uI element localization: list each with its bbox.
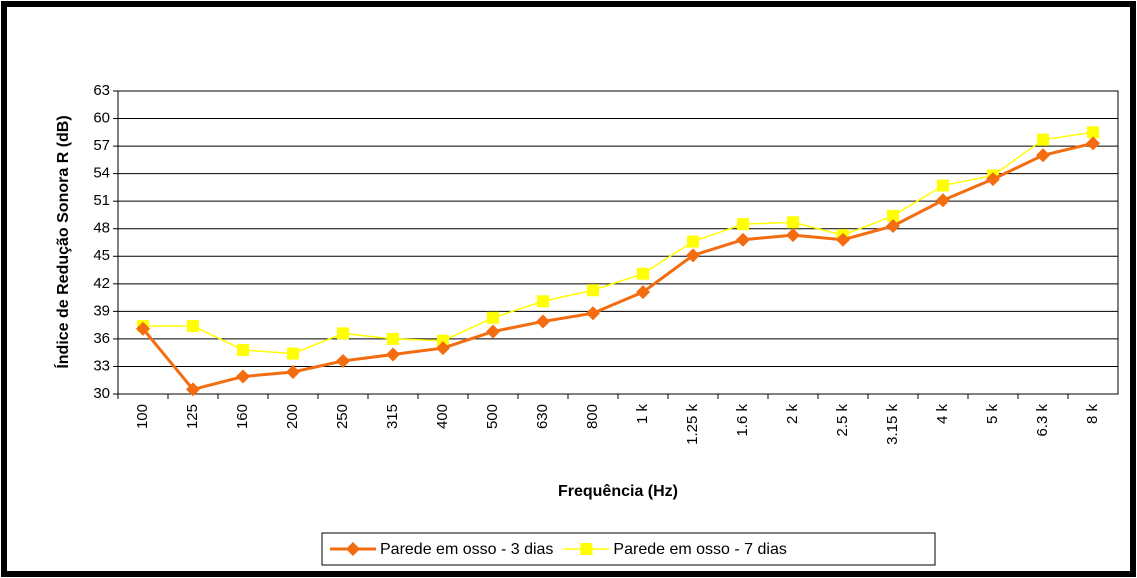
data-point (287, 347, 299, 360)
data-point (237, 343, 249, 356)
data-point (736, 232, 750, 247)
x-axis-title: Frequência (Hz) (558, 483, 678, 500)
x-tick-label: 800 (584, 404, 601, 429)
data-point (787, 216, 799, 229)
data-point (187, 320, 199, 333)
data-point (1037, 133, 1049, 146)
y-axis-title: Índice de Redução Sonora R (dB) (53, 115, 72, 368)
x-tick-label: 630 (534, 404, 551, 429)
x-tick-label: 2 k (784, 404, 801, 425)
x-tick-label: 500 (484, 404, 501, 429)
x-tick-label: 1 k (634, 404, 651, 425)
legend-marker (346, 542, 360, 556)
data-point (636, 285, 650, 300)
legend-box (321, 532, 936, 566)
y-tick-label: 45 (93, 247, 110, 264)
x-tick-label: 3.15 k (884, 404, 901, 445)
data-point (637, 267, 649, 280)
y-tick-label: 42 (93, 275, 110, 292)
x-tick-label: 125 (184, 404, 201, 429)
data-point (687, 235, 699, 248)
y-tick-label: 60 (93, 110, 110, 127)
y-tick-label: 33 (93, 357, 110, 374)
x-tick-label: 6.3 k (1034, 404, 1051, 437)
data-point (436, 341, 450, 356)
y-tick-label: 57 (93, 137, 110, 154)
data-point (537, 295, 549, 308)
y-tick-label: 51 (93, 192, 110, 209)
x-tick-label: 1.25 k (684, 404, 701, 445)
data-point (386, 347, 400, 362)
x-tick-label: 5 k (984, 404, 1001, 425)
data-point (286, 364, 300, 379)
series-line (141, 141, 1094, 392)
y-tick-label: 36 (93, 330, 110, 347)
y-tick-label: 30 (93, 385, 110, 402)
data-point (586, 306, 600, 321)
data-point (387, 332, 399, 345)
x-tick-label: 8 k (1084, 404, 1101, 425)
legend-marker (580, 543, 593, 555)
x-tick-label: 4 k (934, 404, 951, 425)
data-point (1086, 136, 1100, 151)
x-tick-label: 250 (334, 404, 351, 429)
data-point (336, 353, 350, 368)
data-point (937, 179, 949, 192)
series-line (143, 131, 1094, 355)
x-tick-label: 160 (234, 404, 251, 429)
data-point (437, 334, 449, 347)
y-tick-label: 48 (93, 220, 110, 237)
data-point (536, 314, 550, 329)
x-tick-label: 2.5 k (834, 404, 851, 437)
x-tick-label: 1.6 k (734, 404, 751, 437)
data-point (136, 321, 150, 336)
y-tick-label: 54 (93, 165, 110, 182)
data-point (887, 209, 899, 222)
data-point (186, 382, 200, 397)
x-tick-label: 315 (384, 404, 401, 429)
data-point (786, 228, 800, 243)
data-point (587, 284, 599, 297)
data-point (737, 218, 749, 231)
data-point (1036, 148, 1050, 163)
data-point (486, 324, 500, 339)
data-point (686, 248, 700, 263)
y-tick-label: 63 (93, 82, 110, 99)
data-point (986, 172, 1000, 187)
data-point (886, 218, 900, 233)
legend-label: Parede em osso - 7 dias (613, 541, 786, 558)
x-tick-label: 200 (284, 404, 301, 429)
data-point (236, 369, 250, 384)
data-point (936, 193, 950, 208)
data-point (836, 232, 850, 247)
x-tick-label: 100 (134, 404, 151, 429)
data-point (487, 311, 499, 324)
data-point (337, 327, 349, 340)
x-tick-label: 400 (434, 404, 451, 429)
data-point (1087, 126, 1099, 139)
y-tick-label: 39 (93, 302, 110, 319)
legend-label: Parede em osso - 3 dias (380, 541, 553, 558)
